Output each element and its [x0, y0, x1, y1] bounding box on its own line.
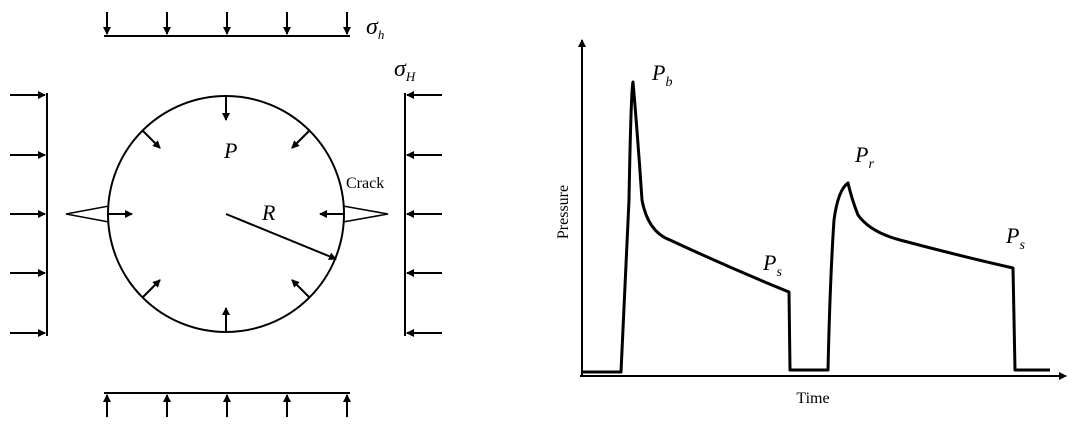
radius-line [225, 213, 337, 261]
symbol: P [1005, 223, 1019, 248]
stress-diagram: σh σH P R Crack [10, 12, 442, 417]
breakdown-label: Pb [651, 60, 672, 90]
shut-in-label: Ps [762, 250, 782, 280]
x-axis-label: Time [796, 390, 829, 407]
symbol: P [854, 142, 868, 167]
crack-right [342, 205, 389, 223]
left-load [10, 91, 48, 337]
sigma-H-label: σH [394, 56, 416, 84]
symbol: σ [394, 56, 407, 82]
top-load [103, 12, 351, 37]
pressure-time-plot: Pb Pr Ps Ps Pressure Time [555, 39, 1067, 407]
internal-pressure-arrows [108, 96, 344, 332]
y-axis-label: Pressure [555, 185, 572, 239]
subscript: s [1019, 238, 1025, 253]
subscript: h [378, 27, 385, 42]
radius-symbol: R [261, 200, 276, 225]
crack-label: Crack [346, 175, 384, 192]
sigma-h-label: σh [366, 14, 384, 42]
subscript: s [776, 265, 782, 280]
symbol: σ [366, 14, 379, 40]
crack-left [65, 205, 110, 223]
symbol: P [651, 60, 665, 85]
pressure-symbol: P [223, 138, 237, 163]
bottom-load [103, 392, 351, 417]
reopening-label: Pr [854, 142, 874, 172]
subscript: r [868, 157, 874, 172]
pressure-curve [583, 80, 1050, 374]
shut-in-label: Ps [1005, 223, 1025, 253]
subscript: b [665, 75, 672, 90]
subscript: H [405, 69, 416, 84]
symbol: P [762, 250, 776, 275]
right-load [404, 91, 442, 337]
